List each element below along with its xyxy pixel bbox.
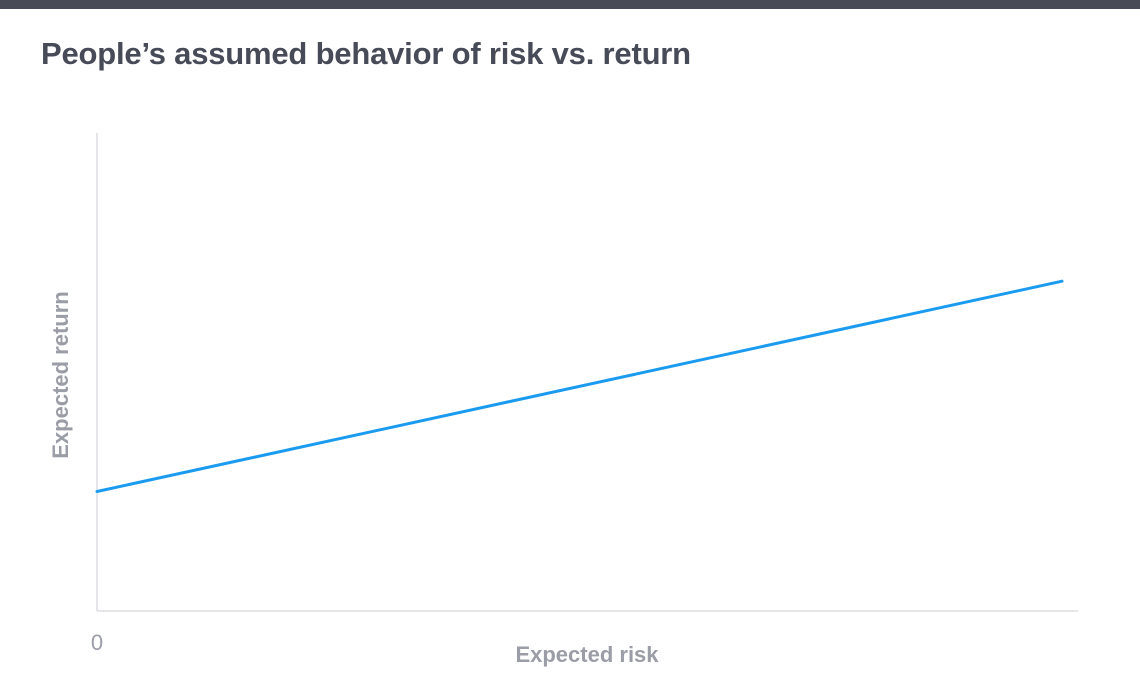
x-tick-label-0: 0: [91, 630, 103, 655]
chart-title: People’s assumed behavior of risk vs. re…: [41, 36, 691, 71]
x-axis-label: Expected risk: [515, 642, 659, 667]
axes: [96, 133, 1078, 612]
y-axis-label: Expected return: [48, 291, 73, 459]
series-line-0: [95, 279, 1064, 493]
top-bar: [0, 0, 1140, 9]
series-layer: [95, 279, 1064, 493]
